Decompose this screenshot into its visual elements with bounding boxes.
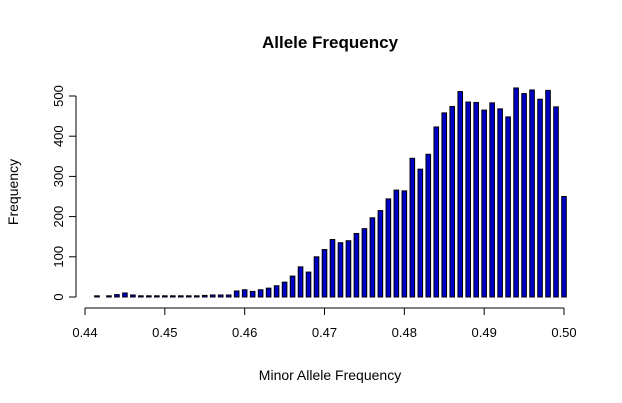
x-tick-label: 0.49	[472, 325, 497, 340]
bar	[417, 168, 424, 298]
y-tick-label: 200	[51, 206, 66, 228]
bar	[178, 295, 184, 298]
bar	[401, 190, 408, 298]
bar	[114, 294, 120, 298]
bar	[106, 295, 112, 298]
bar	[489, 102, 495, 298]
bar	[257, 289, 264, 298]
bar	[393, 189, 400, 298]
x-tick-label: 0.45	[152, 325, 177, 340]
bar	[505, 116, 511, 298]
bars-group	[94, 87, 567, 298]
bar	[162, 295, 168, 298]
y-tick-label: 0	[51, 293, 66, 300]
bar	[170, 295, 176, 298]
y-tick-label: 400	[51, 125, 66, 147]
x-axis-label: Minor Allele Frequency	[259, 367, 401, 383]
bar	[273, 285, 280, 298]
y-axis: 0 100 200 300 400 500	[51, 85, 77, 301]
bar	[361, 228, 368, 298]
bar	[497, 108, 503, 298]
bar	[138, 295, 144, 298]
bar	[329, 239, 336, 298]
bar	[353, 232, 360, 298]
bar	[94, 295, 100, 298]
bar	[130, 294, 136, 298]
bar	[289, 275, 296, 298]
bar	[433, 126, 440, 298]
y-tick-label: 300	[51, 166, 66, 188]
x-tick-label: 0.48	[392, 325, 417, 340]
bar	[481, 109, 487, 298]
bar	[225, 294, 232, 298]
bar	[297, 266, 304, 298]
bar	[241, 289, 248, 298]
bar	[529, 89, 535, 298]
bar	[457, 91, 464, 298]
bar	[249, 290, 256, 298]
bar	[441, 112, 448, 298]
y-axis-label: Frequency	[5, 159, 21, 225]
bar	[521, 93, 527, 298]
bar	[449, 105, 456, 298]
bar	[553, 106, 559, 298]
bar	[193, 295, 200, 298]
bar	[185, 295, 192, 298]
y-tick-label: 100	[51, 246, 66, 268]
bar	[217, 294, 224, 298]
x-tick-label: 0.46	[232, 325, 257, 340]
bar	[233, 290, 240, 298]
bar	[545, 89, 551, 298]
x-tick-label: 0.47	[312, 325, 337, 340]
bar	[265, 287, 272, 298]
x-tick-label: 0.50	[551, 325, 576, 340]
bar	[122, 292, 128, 298]
bar	[313, 256, 320, 298]
bar	[281, 281, 288, 298]
x-axis: 0.44 0.45 0.46 0.47 0.48 0.49 0.50	[72, 307, 577, 340]
bar	[154, 295, 160, 298]
bar	[377, 210, 384, 298]
bar	[146, 295, 152, 298]
y-tick-label: 500	[51, 85, 66, 107]
bar	[201, 294, 208, 298]
chart-title: Allele Frequency	[262, 33, 399, 52]
bar	[209, 294, 216, 298]
bar	[385, 198, 392, 298]
bar	[337, 242, 344, 298]
bar	[425, 153, 432, 298]
bar	[305, 271, 312, 298]
bar	[513, 87, 519, 298]
bar	[345, 240, 352, 298]
bar	[409, 157, 416, 298]
bar	[561, 196, 567, 298]
bar	[473, 101, 479, 298]
bar	[369, 217, 376, 298]
bar	[465, 101, 471, 298]
bar	[537, 98, 543, 298]
bar	[321, 249, 328, 298]
x-tick-label: 0.44	[72, 325, 97, 340]
